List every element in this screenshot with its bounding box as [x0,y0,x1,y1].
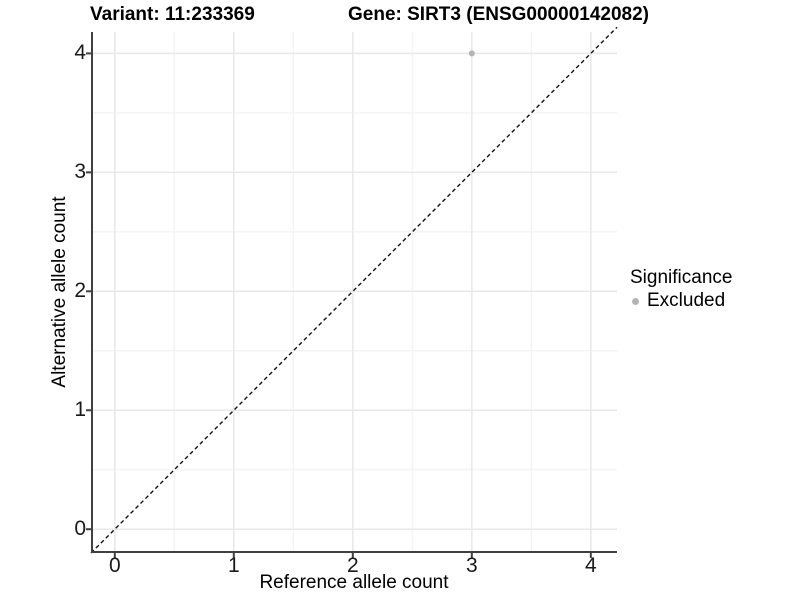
identity-reference-line [90,26,618,554]
legend-point-icon [632,297,639,305]
x-tick-label: 3 [465,554,478,577]
x-axis-title: Reference allele count [259,572,449,593]
plot-title-variant: Variant: 11:233369 [90,4,255,25]
legend: Significance Excluded [630,267,732,312]
y-tick-label: 4 [74,41,86,65]
plot-title-gene: Gene: SIRT3 (ENSG00000142082) [348,4,649,25]
legend-item-label: Excluded [647,290,726,311]
x-tick-label: 1 [227,554,240,577]
y-tick-label: 3 [74,160,86,184]
legend-title: Significance [630,267,733,288]
x-tick-label: 2 [346,554,359,577]
data-point [468,50,475,57]
x-tick-label: 0 [108,554,121,577]
plot-panel [86,26,618,558]
y-tick-label: 2 [74,279,86,303]
x-tick-label: 4 [584,554,597,577]
legend-item-excluded: Excluded [630,290,732,312]
y-tick-label: 0 [74,517,86,541]
y-axis-title: Alternative allele count [49,196,70,388]
y-tick-label: 1 [74,398,86,422]
